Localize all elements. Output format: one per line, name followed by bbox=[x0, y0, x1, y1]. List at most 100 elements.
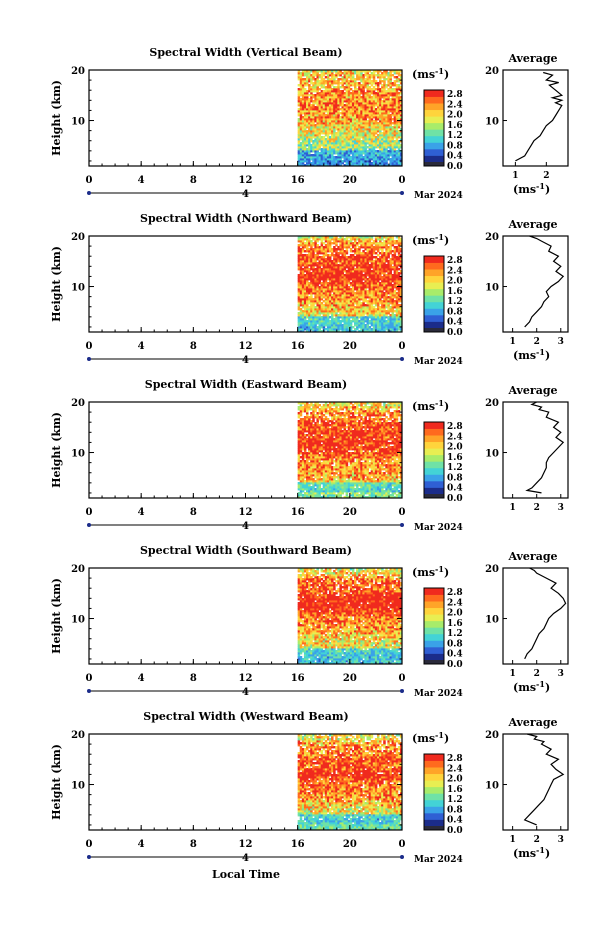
heatmap-cell bbox=[318, 238, 322, 241]
heatmap-cell bbox=[299, 126, 303, 129]
heatmap-cell bbox=[354, 256, 357, 259]
heatmap-cell bbox=[326, 84, 330, 87]
heatmap-cell bbox=[370, 286, 374, 289]
heatmap-cell bbox=[385, 484, 388, 487]
heatmap-cell bbox=[328, 128, 332, 131]
heatmap-cell bbox=[299, 316, 303, 319]
heatmap-cell bbox=[391, 96, 395, 99]
heatmap-cell bbox=[322, 308, 326, 311]
heatmap-cell bbox=[299, 292, 303, 295]
heatmap-cell bbox=[399, 254, 403, 257]
heatmap-cell bbox=[351, 298, 355, 301]
day-bar-start bbox=[87, 357, 91, 361]
heatmap-cell bbox=[399, 138, 403, 141]
heatmap-cell bbox=[368, 138, 372, 141]
heatmap-cell bbox=[372, 150, 376, 153]
heatmap-cell bbox=[399, 294, 403, 297]
heatmap-cell bbox=[349, 102, 353, 105]
heatmap-cell bbox=[326, 94, 330, 97]
heatmap-cell bbox=[347, 258, 351, 261]
heatmap-cell bbox=[303, 256, 307, 259]
heatmap-cell bbox=[320, 330, 324, 333]
heatmap-cell bbox=[360, 76, 363, 79]
heatmap-cell bbox=[314, 296, 317, 299]
heatmap-cell bbox=[374, 124, 378, 127]
heatmap-cell bbox=[347, 148, 351, 151]
heatmap-cell bbox=[339, 316, 342, 319]
heatmap-cell bbox=[337, 94, 340, 97]
heatmap-cell bbox=[335, 262, 338, 265]
heatmap-cell bbox=[379, 124, 382, 127]
heatmap-cell bbox=[391, 134, 395, 137]
heatmap-cell bbox=[308, 486, 311, 489]
heatmap-cell bbox=[314, 86, 317, 89]
heatmap-cell bbox=[314, 88, 317, 91]
heatmap-cell bbox=[356, 280, 359, 283]
heatmap-cell bbox=[387, 126, 390, 129]
heatmap-cell bbox=[341, 156, 344, 159]
heatmap-cell bbox=[316, 116, 319, 119]
heatmap-cell bbox=[310, 316, 313, 319]
heatmap-cell bbox=[391, 330, 395, 333]
heatmap-cell bbox=[364, 254, 367, 257]
heatmap-cell bbox=[362, 164, 365, 167]
heatmap-cell bbox=[366, 100, 370, 103]
heatmap-cell bbox=[301, 286, 305, 289]
heatmap-cell bbox=[366, 310, 370, 313]
heatmap-cell bbox=[339, 260, 342, 263]
heatmap-cell bbox=[320, 482, 324, 485]
heatmap-cell bbox=[299, 328, 303, 331]
heatmap-cell bbox=[312, 320, 315, 323]
heatmap-cell bbox=[356, 162, 359, 165]
heatmap-cell bbox=[303, 156, 307, 159]
heatmap-cell bbox=[354, 80, 357, 83]
heatmap-cell bbox=[391, 112, 395, 115]
heatmap-cell bbox=[303, 270, 307, 273]
heatmap-cell bbox=[372, 490, 376, 493]
heatmap-cell bbox=[308, 116, 311, 119]
heatmap-cell bbox=[351, 246, 355, 249]
heatmap-cell bbox=[354, 140, 357, 143]
heatmap-cell bbox=[331, 330, 334, 333]
heatmap-cell bbox=[306, 132, 309, 135]
heatmap-cell bbox=[389, 98, 392, 101]
heatmap-cell bbox=[370, 100, 374, 103]
heatmap-cell bbox=[324, 126, 328, 129]
heatmap-cell bbox=[312, 272, 315, 275]
heatmap-cell bbox=[335, 490, 338, 493]
heatmap-cell bbox=[320, 90, 324, 93]
heatmap-cell bbox=[328, 298, 332, 301]
heatmap-cell bbox=[372, 312, 376, 315]
heatmap-cell bbox=[335, 304, 338, 307]
heatmap-cell bbox=[356, 286, 359, 289]
heatmap-cell bbox=[360, 132, 363, 135]
heatmap-cell bbox=[370, 314, 374, 317]
heatmap-cell bbox=[314, 164, 317, 167]
heatmap-cell bbox=[347, 74, 351, 77]
heatmap-cell bbox=[303, 164, 307, 167]
heatmap-cell bbox=[324, 110, 328, 113]
heatmap-cell bbox=[303, 246, 307, 249]
heatmap-cell bbox=[328, 262, 332, 265]
heatmap-cell bbox=[301, 268, 305, 271]
heatmap-cell bbox=[316, 76, 319, 79]
heatmap-cell bbox=[341, 140, 344, 143]
heatmap-cell bbox=[358, 270, 361, 273]
heatmap-cell bbox=[326, 328, 330, 331]
heatmap-cell bbox=[393, 110, 397, 113]
heatmap-cell bbox=[362, 80, 365, 83]
heatmap-cell bbox=[387, 260, 390, 263]
heatmap-cell bbox=[331, 80, 334, 83]
heatmap-cell bbox=[341, 260, 344, 263]
heatmap-cell bbox=[345, 118, 349, 121]
heatmap-cell bbox=[393, 300, 397, 303]
heatmap-cell bbox=[337, 118, 340, 121]
heatmap-cell bbox=[326, 272, 330, 275]
heatmap-cell bbox=[345, 304, 349, 307]
heatmap-cell bbox=[333, 158, 336, 161]
heatmap-cell bbox=[331, 266, 334, 269]
heatmap-cell bbox=[358, 274, 361, 277]
heatmap-cell bbox=[306, 488, 309, 491]
heatmap-cell bbox=[318, 258, 322, 261]
heatmap-cell bbox=[333, 276, 336, 279]
